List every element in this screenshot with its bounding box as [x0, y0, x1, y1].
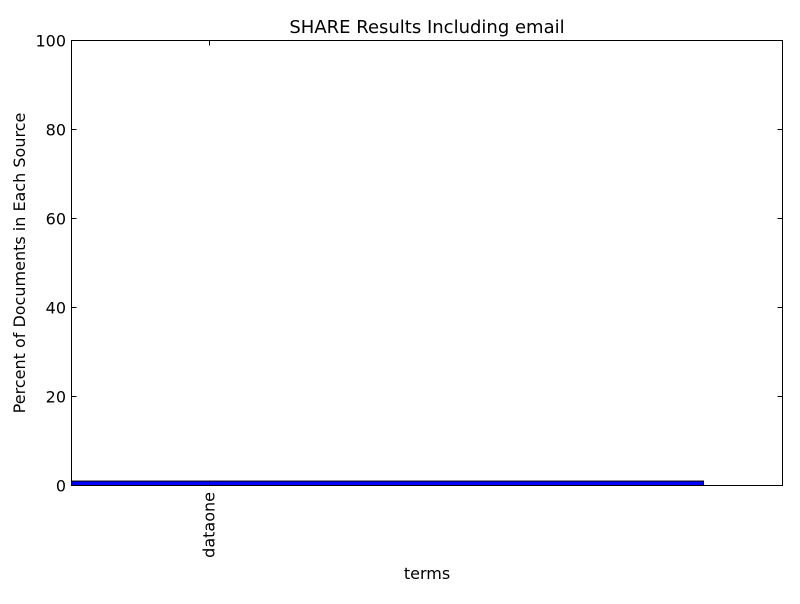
y-tick-label: 80	[46, 121, 66, 140]
bar-dataone	[71, 480, 704, 486]
y-tick-label: 40	[46, 299, 66, 318]
bars-layer	[71, 480, 704, 486]
y-axis-label: Percent of Documents in Each Source	[10, 113, 29, 414]
y-tick-label: 60	[46, 210, 66, 229]
plot-frame	[71, 40, 783, 486]
ticks-layer: dataone 0 20 40 60 80 100	[35, 32, 783, 558]
x-tick-label: dataone	[200, 492, 219, 558]
y-tick-label: 0	[56, 477, 66, 496]
x-axis-label: terms	[404, 564, 450, 583]
y-tick-label: 100	[35, 32, 66, 51]
y-tick-label: 20	[46, 388, 66, 407]
chart-title: SHARE Results Including email	[289, 17, 564, 38]
